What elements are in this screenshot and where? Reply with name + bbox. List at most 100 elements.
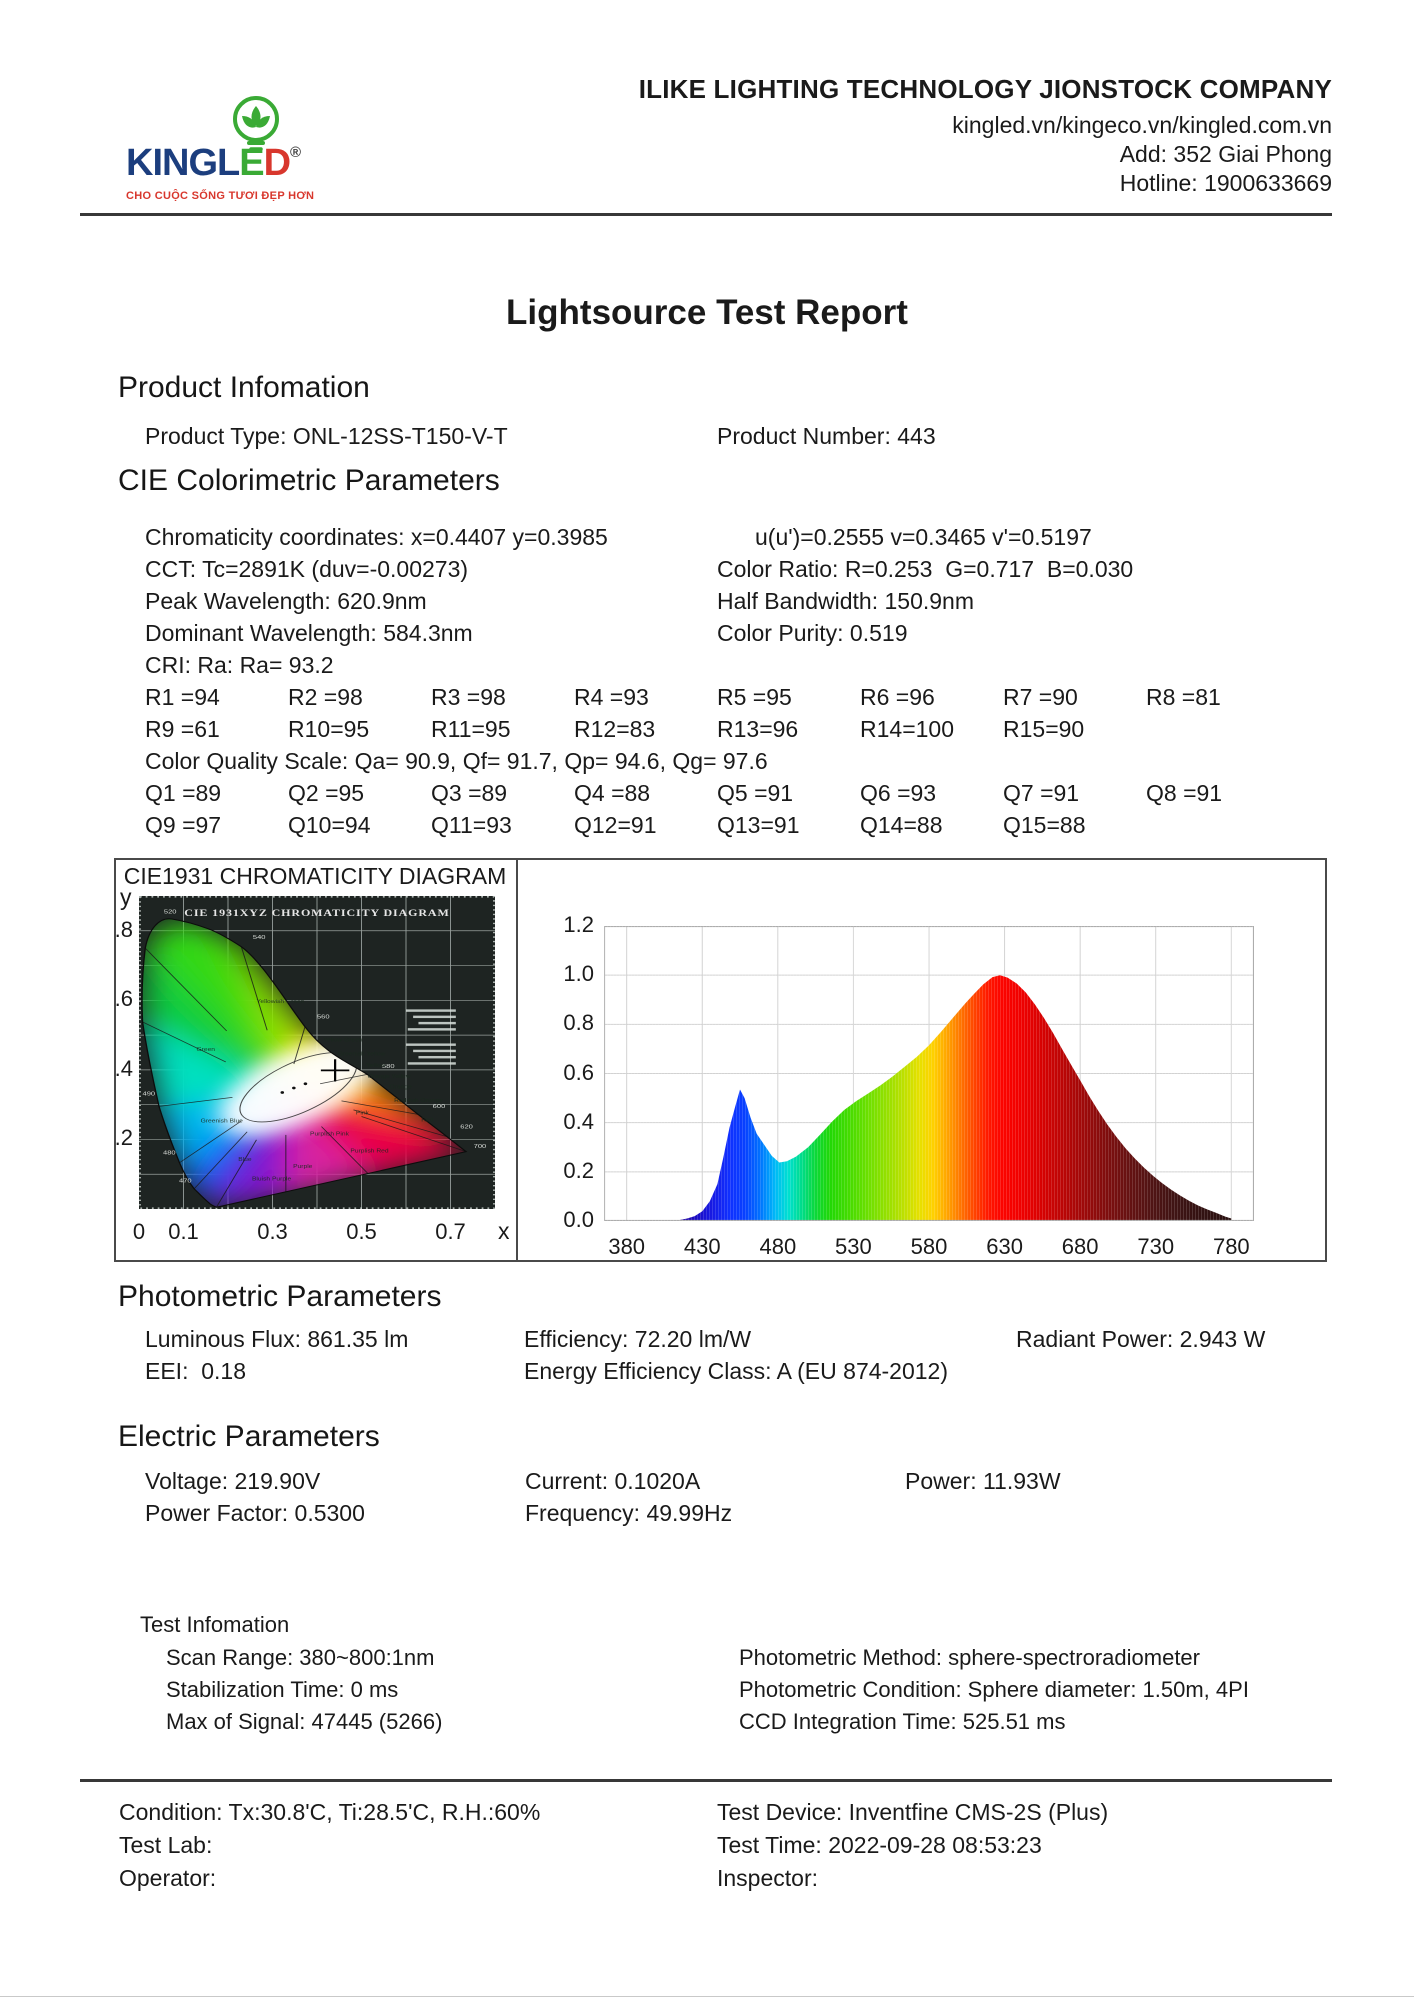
cct-value: CCT: Tc=2891K (duv=-0.00273) [145, 556, 469, 582]
eei-value: EEI: 0.18 [145, 1358, 247, 1384]
cie-region-labels: Green Yellowish Green Yellow Green Greenish… [196, 1000, 443, 1183]
voltage-value: Voltage: 219.90V [145, 1468, 321, 1494]
frequency-value: Frequency: 49.99Hz [525, 1500, 733, 1526]
current-value: Current: 0.1020A [525, 1468, 701, 1494]
value-cell: R4 =93 [574, 684, 649, 710]
value-cell: Q9 =97 [145, 812, 222, 838]
value-cell: Q13=91 [717, 812, 800, 838]
cie-diagram-image: CIE 1931XYZ CHROMATICITY DIAGRAM 5205405… [139, 896, 495, 1209]
cie-wavelength-label: 480 [163, 1150, 176, 1156]
spd-y-tick-label: 1.2 [563, 912, 594, 937]
value-cell: R15=90 [1003, 716, 1085, 742]
kingled-bulb-icon [233, 96, 279, 151]
value-cell: Q8 =91 [1146, 780, 1223, 806]
cie-reference-list [406, 1009, 456, 1065]
chromaticity-uv: u(u')=0.2555 v=0.3465 v'=0.5197 [755, 524, 1092, 550]
cqs-row: Color Quality Scale: Qa= 90.9, Qf= 91.7,… [0, 748, 1414, 780]
spd-x-tick-label: 780 [1212, 1234, 1250, 1259]
footer-row-3: Operator: Inspector: [0, 1865, 1414, 1897]
spd-y-tick-label: 0.6 [563, 1059, 594, 1085]
scan-range-value: Scan Range: 380~800:1nm [166, 1645, 435, 1670]
footer-divider [80, 1779, 1332, 1782]
cqs-q-values-row-2: Q9 =97 Q10=94 Q11=93 Q12=91 Q13=91 Q14=88 Q15=… [0, 812, 1414, 844]
cie-y-tick-label: .4 [114, 1055, 133, 1081]
cie-x-tick-label: 0.1 [168, 1219, 199, 1244]
cie-x-tick-label: 0 [132, 1219, 146, 1244]
spd-x-tick-label: 630 [986, 1234, 1023, 1259]
value-cell: Q12=91 [574, 812, 657, 838]
luminous-flux-value: Luminous Flux: 861.35 lm [145, 1326, 409, 1352]
cie-wavelength-label: 540 [253, 935, 266, 941]
test-time-value: Test Time: 2022-09-28 08:53:23 [717, 1832, 1042, 1858]
cie-wavelength-label: 700 [474, 1143, 487, 1149]
color-ratio-value: Color Ratio: R=0.253 G=0.717 B=0.030 [717, 556, 1134, 582]
value-cell: R6 =96 [860, 684, 935, 710]
registered-trademark-symbol: ® [290, 144, 302, 161]
value-cell: Q7 =91 [1003, 780, 1080, 806]
cqs-q-values-row-1: Q1 =89 Q2 =95 Q3 =89 Q4 =88 Q5 =91 Q6 =93 Q7 =… [0, 780, 1414, 812]
kingled-wordmark: KINGLED® [126, 142, 301, 185]
test-info-heading: Test Infomation [140, 1612, 290, 1637]
value-cell: R8 =81 [1146, 684, 1221, 710]
electric-row-2: Power Factor: 0.5300 Frequency: 49.99Hz [0, 1500, 1414, 1532]
footer-row-1: Condition: Tx:30.8'C, Ti:28.5'C, R.H.:60… [0, 1799, 1414, 1831]
test-info-row-1: Scan Range: 380~800:1nm Photometric Meth… [0, 1645, 1414, 1677]
operator-field: Operator: [119, 1865, 217, 1891]
cri-value: CRI: Ra: Ra= 93.2 [145, 652, 334, 678]
peak-wavelength-row: Peak Wavelength: 620.9nm Half Bandwidth:… [0, 588, 1414, 620]
ccd-integration-value: CCD Integration Time: 525.51 ms [739, 1709, 1066, 1734]
wordmark-kingl: KINGL [126, 142, 240, 184]
spd-x-tick-label: 430 [683, 1234, 721, 1259]
company-name: ILIKE LIGHTING TECHNOLOGY JIONSTOCK COMP… [638, 74, 1332, 104]
value-cell: R2 =98 [288, 684, 363, 710]
spd-y-tick-label: 0.2 [563, 1157, 594, 1183]
page-title: Lightsource Test Report [506, 293, 908, 332]
company-hotline: Hotline: 1900633669 [1119, 170, 1332, 196]
cie-inner-title: CIE 1931XYZ CHROMATICITY DIAGRAM [184, 908, 449, 918]
header-divider [80, 213, 1332, 216]
cie-region-label: Green [196, 1047, 215, 1052]
cie-region-label: Bluish Purple [252, 1177, 292, 1182]
stabilization-time-value: Stabilization Time: 0 ms [166, 1677, 399, 1702]
value-cell: Q10=94 [288, 812, 371, 838]
footer-row-2: Test Lab: Test Time: 2022-09-28 08:53:23 [0, 1832, 1414, 1864]
cie-region-label: Orange [390, 1085, 413, 1090]
cie-region-boundaries [142, 946, 467, 1208]
peak-wavelength-value: Peak Wavelength: 620.9nm [145, 588, 427, 614]
spd-spectrum-area [679, 975, 1232, 1221]
spd-plot [604, 926, 1254, 1221]
cie-region-label: Purplish Pink [310, 1132, 349, 1137]
cie-region-label: Blue [238, 1158, 252, 1163]
cie-x-tick-label: 0.5 [346, 1219, 377, 1244]
cie-diagram: CIE 1931XYZ CHROMATICITY DIAGRAM 520 540 5… [115, 896, 495, 1244]
chromaticity-xy: Chromaticity coordinates: x=0.4407 y=0.3… [145, 524, 608, 550]
photometric-method-value: Photometric Method: sphere-spectroradiom… [739, 1645, 1200, 1670]
section-test-information: Test Infomation [0, 1612, 1414, 1644]
cie-wavelength-label: 620 [460, 1124, 473, 1130]
cie-x-tick-label: 0.7 [435, 1219, 466, 1244]
cie-region-label: Yellow Green [323, 1038, 362, 1043]
cie-y-tick-label: .2 [114, 1125, 133, 1151]
cie-region-label: Red [421, 1118, 433, 1123]
cie-locus-points [280, 1082, 308, 1094]
measured-chromaticity-marker [320, 1059, 350, 1082]
test-info-row-3: Max of Signal: 47445 (5266) CCD Integrat… [0, 1709, 1414, 1741]
section-photometric-parameters: Photometric Parameters [118, 1280, 442, 1313]
test-lab-field: Test Lab: [119, 1832, 213, 1858]
cie-region-label: Yellow [366, 1064, 386, 1069]
cie-wavelength-label: 560 [317, 1014, 330, 1020]
value-cell: R13=96 [717, 716, 799, 742]
spd-chart: 1.2 1.0 0.8 0.6 0.4 0.2 0.0 380 430 480 530 580 630 6… [563, 912, 1254, 1259]
cri-r-values-row-1: R1 =94 R2 =98 R3 =98 R4 =93 R5 =95 R6 =96 R7 =… [0, 684, 1414, 716]
test-device-value: Test Device: Inventfine CMS-2S (Plus) [717, 1799, 1109, 1825]
cie-y-tick-label: .8 [114, 916, 133, 942]
value-cell: Q4 =88 [574, 780, 651, 806]
efficiency-value: Efficiency: 72.20 lm/W [524, 1326, 752, 1352]
cie-region-label: Reddish Orange [394, 1098, 443, 1103]
value-cell: R14=100 [860, 716, 954, 742]
value-cell: R9 =61 [145, 716, 220, 742]
cie-wavelength-label: 600 [433, 1104, 446, 1110]
charts-panel [114, 858, 1327, 1262]
cie-region-label: Pink [356, 1111, 369, 1116]
